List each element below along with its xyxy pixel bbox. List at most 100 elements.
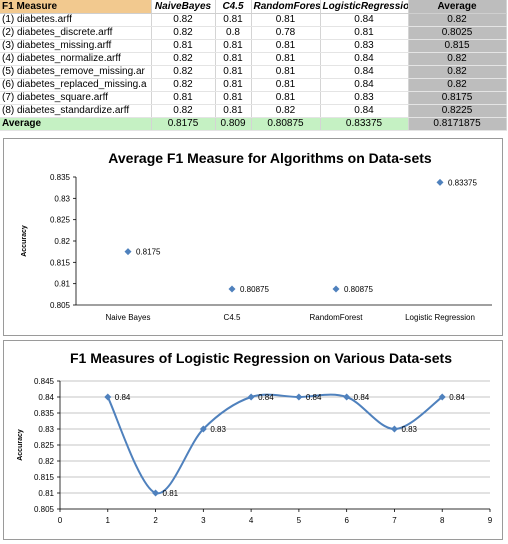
value-cell[interactable]: 0.81	[215, 65, 252, 79]
value-cell[interactable]: 0.84	[320, 13, 409, 27]
value-cell[interactable]: 0.81	[251, 13, 321, 27]
table-row: (8) diabetes_standardize.arff 0.82 0.81 0.8…	[0, 104, 507, 118]
value-cell[interactable]: 0.81	[151, 91, 216, 105]
table-body: (1) diabetes.arff 0.82 0.81 0.81 0.84 0.82 (2)…	[0, 13, 507, 131]
row-average-cell[interactable]: 0.8175	[408, 91, 507, 105]
value-cell[interactable]: 0.81	[320, 26, 409, 40]
average-value-cell[interactable]: 0.80875	[251, 117, 321, 131]
row-average-cell[interactable]: 0.82	[408, 52, 507, 66]
row-label-cell[interactable]: (7) diabetes_square.arff	[0, 91, 152, 105]
series-line[interactable]	[106, 393, 443, 495]
average-f1-chart-panel[interactable]: Average F1 Measure for Algorithms on Dat…	[3, 138, 503, 336]
value-cell[interactable]: 0.84	[320, 65, 409, 79]
value-cell[interactable]: 0.81	[215, 91, 252, 105]
value-cell[interactable]: 0.83	[320, 91, 409, 105]
value-cell[interactable]: 0.84	[320, 52, 409, 66]
x-tick-label: 3	[201, 516, 206, 525]
data-point-marker[interactable]	[228, 285, 236, 293]
table-row: (1) diabetes.arff 0.82 0.81 0.81 0.84 0.82	[0, 13, 507, 27]
x-tick-label: 2	[153, 516, 158, 525]
table-corner-header[interactable]: F1 Measure	[0, 0, 152, 14]
data-point-marker[interactable]	[124, 248, 132, 256]
data-point-label: 0.84	[258, 393, 274, 402]
value-cell[interactable]: 0.81	[215, 52, 252, 66]
value-cell[interactable]: 0.82	[151, 13, 216, 27]
value-cell[interactable]: 0.81	[251, 52, 321, 66]
data-point-marker[interactable]	[199, 425, 207, 433]
table-row: (4) diabetes_normalize.arff 0.82 0.81 0.81 0…	[0, 52, 507, 66]
y-tick-label: 0.805	[34, 505, 55, 514]
data-point-label: 0.84	[354, 393, 370, 402]
value-cell[interactable]: 0.82	[151, 65, 216, 79]
data-point-marker[interactable]	[436, 178, 444, 186]
value-cell[interactable]: 0.81	[215, 104, 252, 118]
row-label-cell[interactable]: (2) diabetes_discrete.arff	[0, 26, 152, 40]
value-cell[interactable]: 0.83	[320, 39, 409, 53]
value-cell[interactable]: 0.8	[215, 26, 252, 40]
value-cell[interactable]: 0.81	[251, 91, 321, 105]
column-header-naive-bayes[interactable]: NaiveBayes	[151, 0, 216, 14]
table-header-row: F1 Measure NaiveBayes C4.5 RandomForest …	[0, 0, 507, 14]
x-category-label: Logistic Regression	[405, 313, 475, 322]
data-point-marker[interactable]	[295, 393, 303, 401]
value-cell[interactable]: 0.81	[251, 39, 321, 53]
value-cell[interactable]: 0.82	[151, 52, 216, 66]
data-point-marker[interactable]	[438, 393, 446, 401]
data-point-label: 0.83	[401, 425, 417, 434]
value-cell[interactable]: 0.82	[151, 104, 216, 118]
value-cell[interactable]: 0.82	[151, 26, 216, 40]
value-cell[interactable]: 0.84	[320, 78, 409, 92]
value-cell[interactable]: 0.82	[251, 104, 321, 118]
value-cell[interactable]: 0.81	[151, 39, 216, 53]
y-tick-label: 0.82	[54, 237, 70, 246]
data-point-label: 0.80875	[240, 285, 269, 294]
data-point-marker[interactable]	[390, 425, 398, 433]
column-header-average[interactable]: Average	[408, 0, 507, 14]
data-point-marker[interactable]	[332, 285, 340, 293]
data-point-marker[interactable]	[343, 393, 351, 401]
y-tick-label: 0.805	[50, 301, 71, 310]
row-average-cell[interactable]: 0.8225	[408, 104, 507, 118]
value-cell[interactable]: 0.82	[151, 78, 216, 92]
data-point-marker[interactable]	[152, 489, 160, 497]
row-average-cell[interactable]: 0.82	[408, 78, 507, 92]
value-cell[interactable]: 0.84	[320, 104, 409, 118]
x-tick-label: 0	[58, 516, 63, 525]
row-label-cell[interactable]: (6) diabetes_replaced_missing.a	[0, 78, 152, 92]
row-average-cell[interactable]: 0.815	[408, 39, 507, 53]
data-point-marker[interactable]	[104, 393, 112, 401]
data-point-label: 0.83375	[448, 178, 477, 187]
value-cell[interactable]: 0.78	[251, 26, 321, 40]
x-tick-label: 7	[392, 516, 397, 525]
row-average-cell[interactable]: 0.82	[408, 13, 507, 27]
value-cell[interactable]: 0.81	[251, 78, 321, 92]
x-tick-label: 4	[249, 516, 254, 525]
average-value-cell[interactable]: 0.809	[215, 117, 252, 131]
column-header-random-forest[interactable]: RandomForest	[251, 0, 321, 14]
row-label-cell[interactable]: (8) diabetes_standardize.arff	[0, 104, 152, 118]
average-value-cell[interactable]: 0.83375	[320, 117, 409, 131]
value-cell[interactable]: 0.81	[215, 78, 252, 92]
overall-average-cell[interactable]: 0.8171875	[408, 117, 507, 131]
column-header-c45[interactable]: C4.5	[215, 0, 252, 14]
data-point-label: 0.8175	[136, 248, 161, 257]
data-point-label: 0.84	[306, 393, 322, 402]
row-label-cell[interactable]: (5) diabetes_remove_missing.ar	[0, 65, 152, 79]
row-average-cell[interactable]: 0.8025	[408, 26, 507, 40]
logistic-regression-chart-panel[interactable]: F1 Measures of Logistic Regression on Va…	[3, 340, 503, 540]
data-point-marker[interactable]	[247, 393, 255, 401]
row-label-cell[interactable]: (3) diabetes_missing.arff	[0, 39, 152, 53]
value-cell[interactable]: 0.81	[215, 39, 252, 53]
average-row: Average 0.8175 0.809 0.80875 0.83375 0.817187…	[0, 117, 507, 131]
value-cell[interactable]: 0.81	[251, 65, 321, 79]
row-average-cell[interactable]: 0.82	[408, 65, 507, 79]
average-value-cell[interactable]: 0.8175	[151, 117, 216, 131]
row-label-cell[interactable]: (1) diabetes.arff	[0, 13, 152, 27]
value-cell[interactable]: 0.81	[215, 13, 252, 27]
table-row: (6) diabetes_replaced_missing.a 0.82 0.81 0…	[0, 78, 507, 92]
row-label-cell[interactable]: (4) diabetes_normalize.arff	[0, 52, 152, 66]
f1-measure-table: F1 Measure NaiveBayes C4.5 RandomForest …	[0, 0, 507, 131]
data-point-label: 0.83	[210, 425, 226, 434]
column-header-logistic-regression[interactable]: LogisticRegression	[320, 0, 409, 14]
average-row-label[interactable]: Average	[0, 117, 152, 131]
